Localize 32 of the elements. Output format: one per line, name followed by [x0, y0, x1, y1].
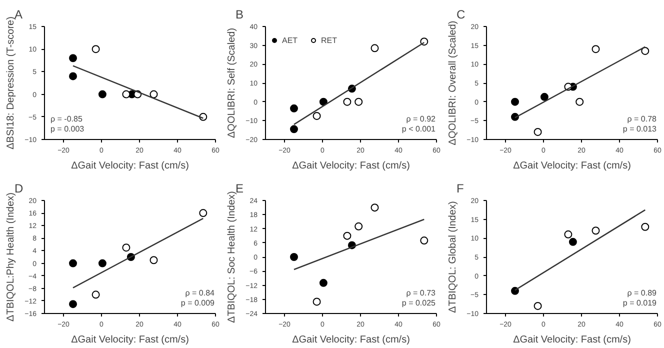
- y-axis-title: ΔQOLIBRI: Self (Scaled): [226, 28, 238, 138]
- x-axis-title: ΔGait Velocity: Fast (cm/s): [292, 160, 410, 172]
- chart-title: F: [456, 182, 464, 196]
- chart-title: A: [14, 8, 23, 22]
- annotation: ρ = 0.73: [406, 288, 436, 298]
- chart-title: D: [14, 182, 24, 196]
- y-axis-title: ΔTBIQOL: Global (Index): [448, 201, 459, 313]
- y-axis-title: ΔTBIQOL:Phy Health (Index): [6, 192, 17, 322]
- legend-label: RET: [321, 36, 338, 44]
- chart-title: B: [236, 8, 244, 22]
- annotation: ρ = 0.92: [406, 114, 436, 124]
- annotation: ρ = 0.78: [627, 114, 658, 124]
- x-axis-title: ΔGait Velocity: Fast (cm/s): [513, 160, 631, 172]
- x-axis-title: ΔGait Velocity: Fast (cm/s): [71, 160, 189, 172]
- x-axis-title: ΔGait Velocity: Fast (cm/s): [292, 334, 410, 346]
- annotation: p = 0.009: [180, 298, 216, 308]
- annotation: p = 0.003: [50, 124, 85, 134]
- annotation: ρ = 0.84: [185, 288, 216, 298]
- chart-title: E: [236, 182, 244, 196]
- annotation: p = 0.013: [622, 124, 658, 134]
- x-axis-title: ΔGait Velocity: Fast (cm/s): [71, 334, 189, 346]
- annotation: p = 0.019: [622, 298, 658, 308]
- chart-title: C: [456, 8, 466, 22]
- annotation: p < 0.001: [402, 124, 436, 134]
- legend-label: AET: [282, 36, 299, 44]
- annotation: ρ = -0.85: [50, 114, 83, 124]
- annotation: ρ = 0.89: [627, 288, 658, 298]
- y-axis-title: ΔBSI18: Depression (T-score): [6, 16, 17, 150]
- y-axis-title: ΔQOLIBRI: Overall (Scaled): [448, 20, 459, 146]
- annotation: p = 0.025: [402, 298, 436, 308]
- y-axis-title: ΔTBIQOL: Soc Health (Index): [226, 191, 238, 323]
- x-axis-title: ΔGait Velocity: Fast (cm/s): [513, 334, 631, 346]
